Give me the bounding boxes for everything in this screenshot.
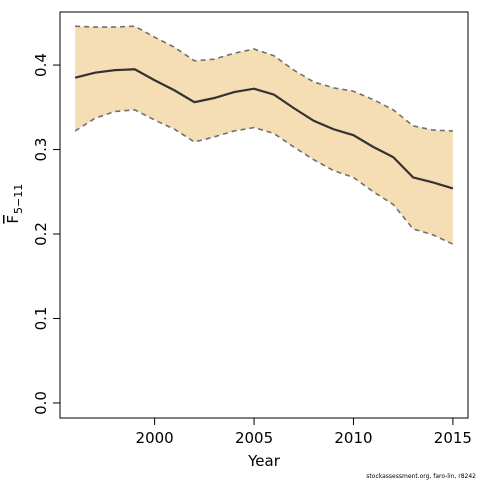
footer: stockassessment.org, faro-lin, r8242 <box>366 473 476 480</box>
x-tick-label: 2005 <box>235 429 273 447</box>
x-axis-label: Year <box>247 452 281 470</box>
plot-frame <box>59 11 469 419</box>
band-upper-edge <box>75 25 453 132</box>
x-tick-label: 2000 <box>136 429 174 447</box>
x-tick-label: 2010 <box>334 429 372 447</box>
y-tick-label: 0.0 <box>32 391 50 415</box>
y-axis-label: F 5−11 <box>4 184 25 224</box>
y-tick-label: 0.1 <box>32 307 50 331</box>
confidence-band <box>75 26 453 245</box>
y-tick-label: 0.4 <box>32 53 50 77</box>
y-axis-label-main: F <box>4 215 22 224</box>
y-tick-label: 0.2 <box>32 222 50 246</box>
estimate-line <box>74 68 454 190</box>
y-tick-label: 0.3 <box>32 138 50 162</box>
y-axis-label-sub: 5−11 <box>12 184 25 214</box>
x-tick-label: 2015 <box>434 429 472 447</box>
